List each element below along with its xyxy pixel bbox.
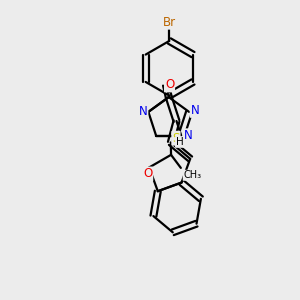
Text: N: N xyxy=(190,104,200,117)
Text: Br: Br xyxy=(163,16,176,29)
Text: O: O xyxy=(143,167,152,181)
Text: CH₃: CH₃ xyxy=(183,170,201,180)
Text: H: H xyxy=(176,137,184,147)
Text: N: N xyxy=(139,105,147,119)
Text: O: O xyxy=(165,79,174,92)
Text: S: S xyxy=(172,132,180,145)
Text: N: N xyxy=(184,129,192,142)
